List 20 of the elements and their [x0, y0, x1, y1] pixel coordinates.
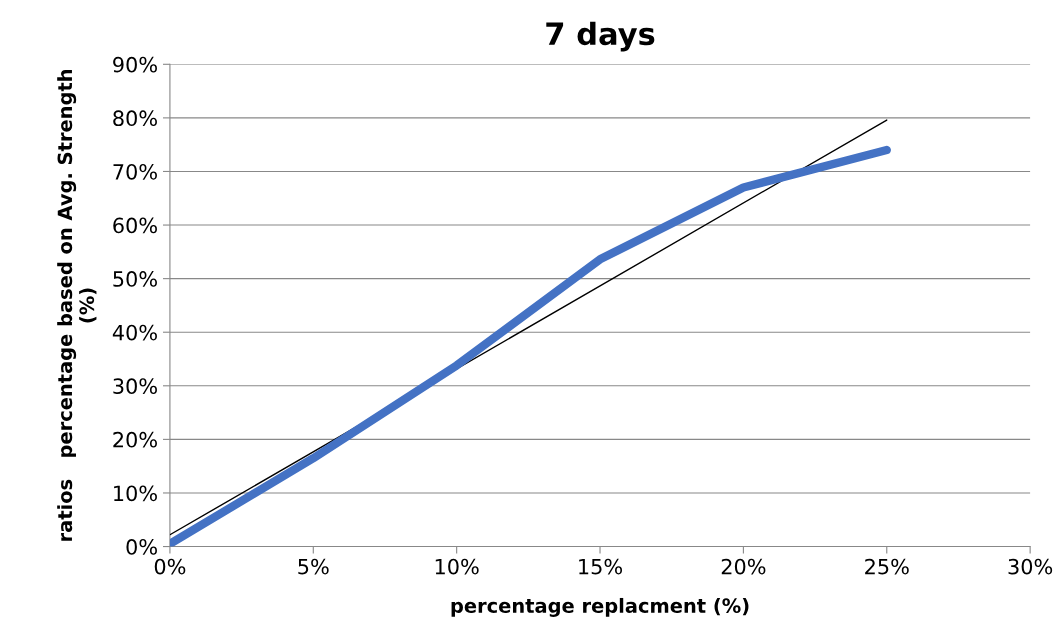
- y-tick-label: 40%: [112, 324, 157, 341]
- x-tick-label: 30%: [1008, 558, 1053, 575]
- x-tick-label: 25%: [865, 558, 909, 575]
- y-tick-label: 70%: [113, 163, 157, 180]
- y-tick-label: 60%: [113, 217, 157, 234]
- y-tick-label: 90%: [113, 56, 157, 73]
- y-tick-label: 50%: [113, 271, 157, 287]
- x-tick-label: 20%: [721, 558, 766, 575]
- x-tick-label: 0%: [154, 558, 186, 575]
- y-tick-label: 80%: [113, 110, 157, 127]
- x-tick-label: 10%: [435, 558, 479, 575]
- y-tick-label: 30%: [113, 378, 157, 395]
- y-tick-label: 20%: [113, 431, 157, 448]
- x-tick-label: 15%: [579, 558, 623, 575]
- y-tick-label: 10%: [114, 485, 157, 502]
- x-tick-label: 5%: [298, 558, 329, 575]
- y-axis-title: ratios percentage based on Avg. Strength (%): [57, 69, 97, 541]
- chart-title: 7 days: [546, 21, 655, 52]
- y-tick-label: 0%: [126, 539, 157, 555]
- x-axis-title: percentage replacment (%): [451, 597, 749, 617]
